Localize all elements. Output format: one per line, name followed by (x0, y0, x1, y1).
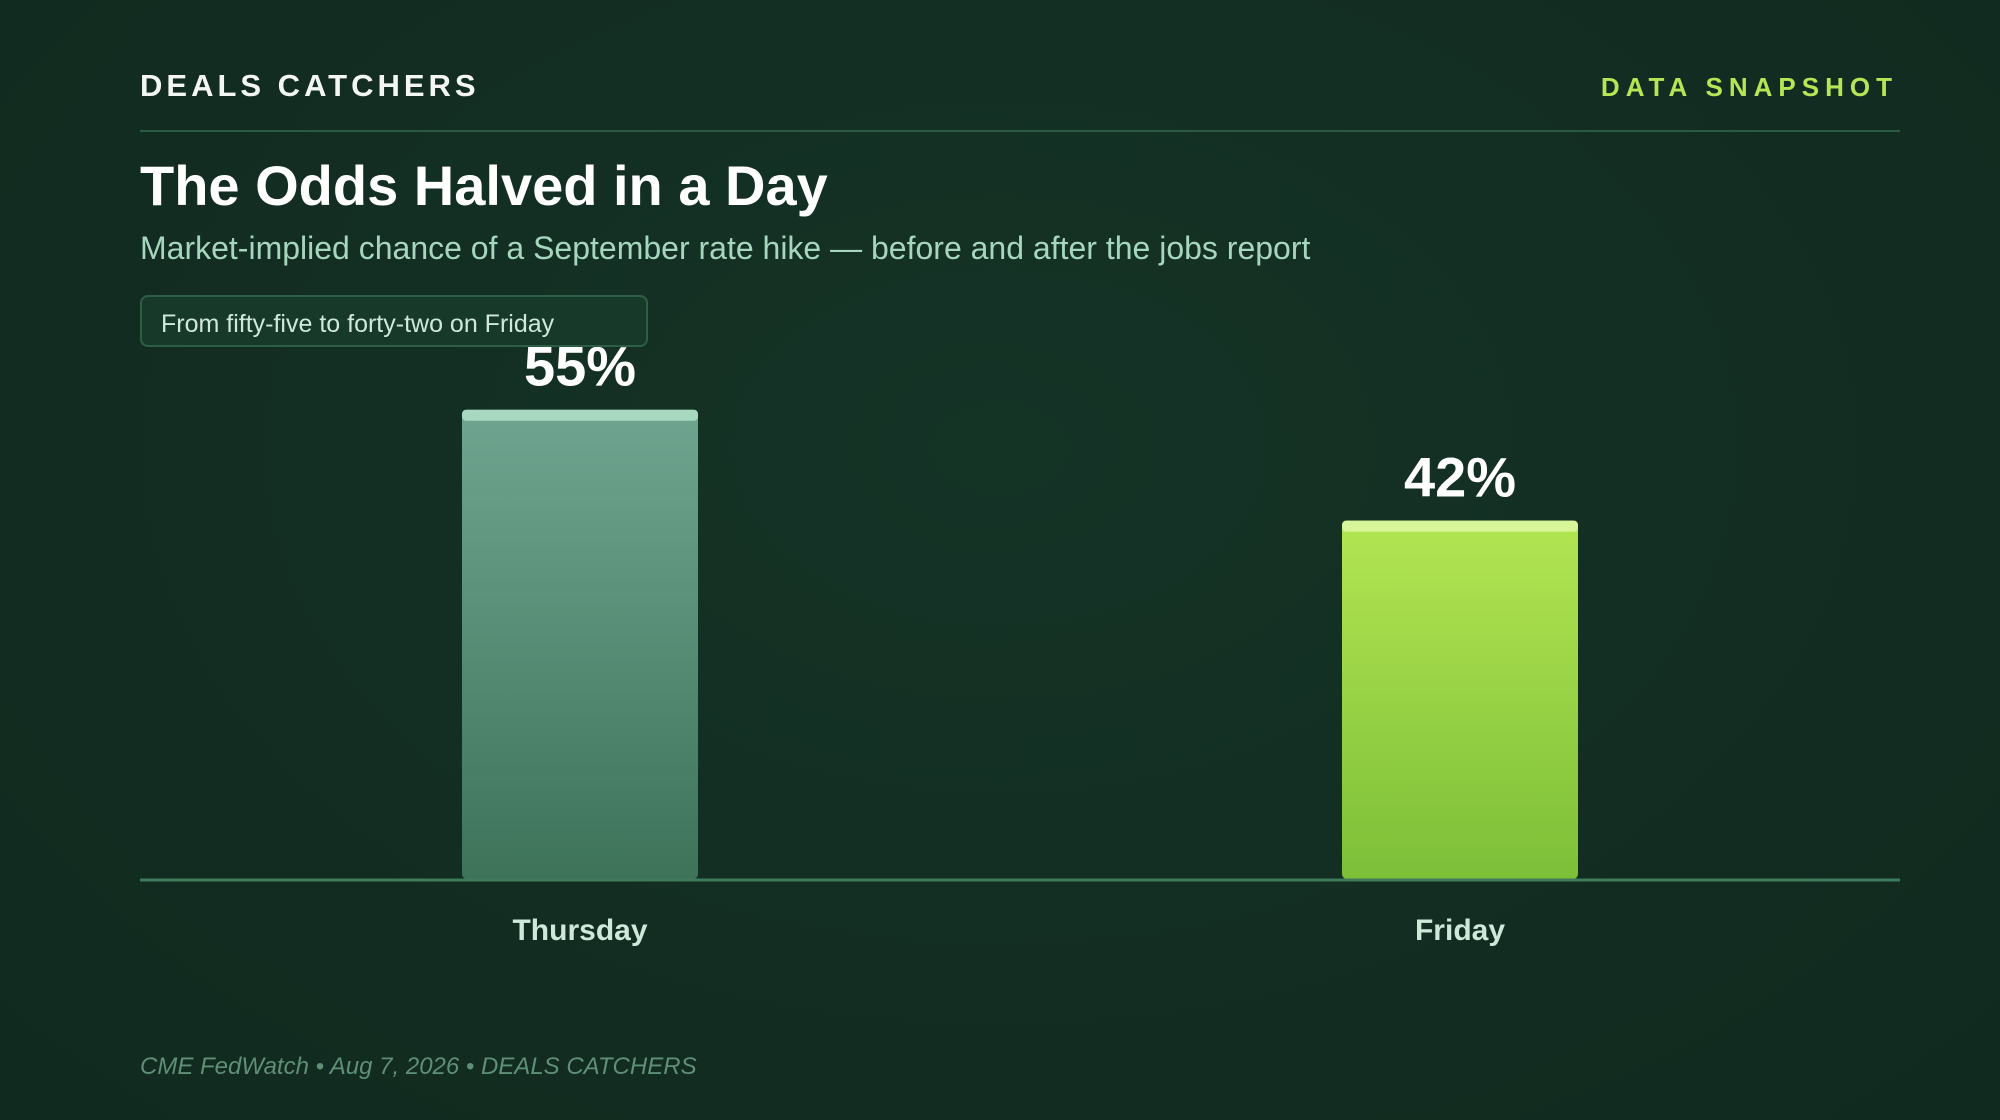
bar-cap-thursday (462, 409, 698, 421)
bar-thursday (462, 409, 698, 879)
source-note: CME FedWatch • Aug 7, 2026 • DEALS CATCH… (140, 1053, 697, 1080)
brand-name: DEALS CATCHERS (140, 68, 480, 103)
bar-cap-friday (1342, 520, 1578, 532)
category-label-friday: Friday (1415, 914, 1505, 947)
value-label-friday: 42% (1404, 446, 1516, 509)
callout-note: From fifty-five to forty-two on Friday (140, 295, 648, 347)
data-snapshot-tag: DATA SNAPSHOT (1600, 72, 1898, 102)
chart-subtitle: Market-implied chance of a September rat… (140, 230, 1311, 266)
header-divider (140, 130, 1900, 132)
chart-title: The Odds Halved in a Day (140, 154, 828, 217)
bar-friday (1342, 520, 1578, 879)
category-label-thursday: Thursday (512, 914, 647, 947)
bars-group (462, 409, 1578, 879)
